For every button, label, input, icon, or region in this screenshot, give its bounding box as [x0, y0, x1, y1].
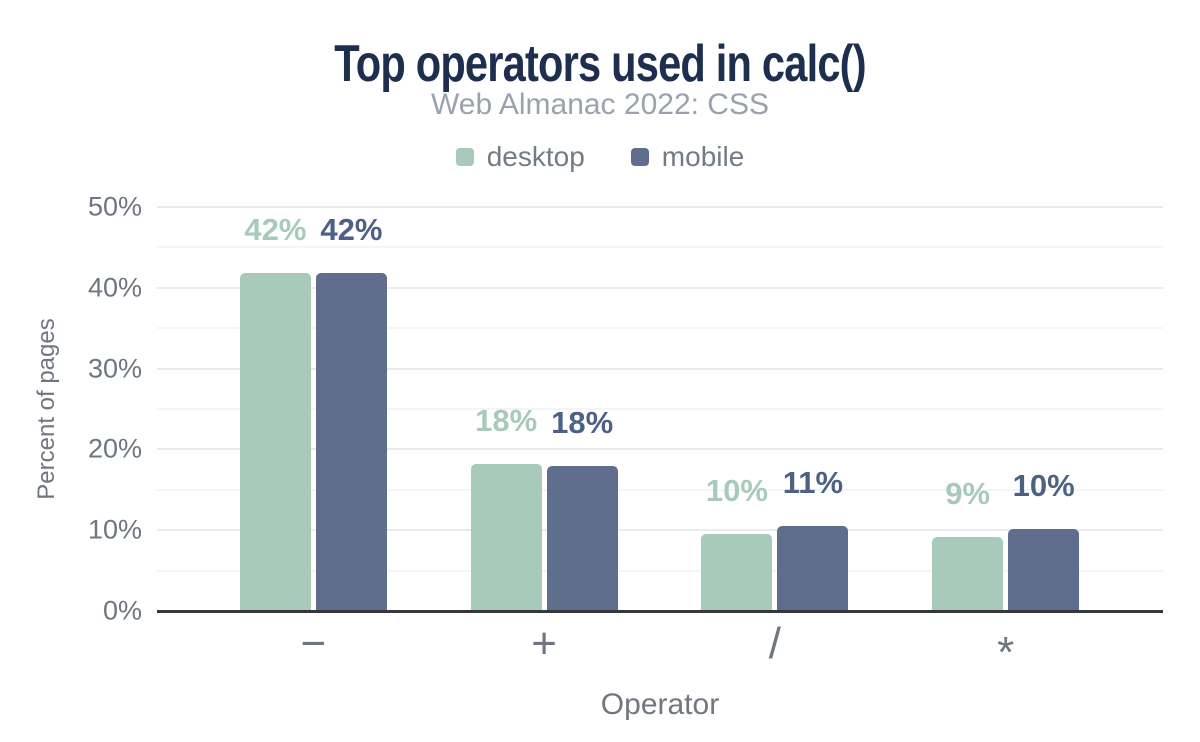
legend-swatch-icon-mobile	[630, 148, 649, 166]
legend-swatch-icon-desktop	[455, 148, 474, 166]
chart-subtitle: Web Almanac 2022: CSS	[431, 88, 769, 121]
x-axis-ticks: − + / *	[198, 619, 1121, 675]
gridline-20	[157, 448, 1163, 451]
bar-value-label-mobile-minus: 42%	[320, 212, 383, 248]
bar-desktop-divide: 10%	[701, 475, 773, 611]
x-tick-multiply: *	[997, 628, 1015, 677]
bar-value-label-mobile-plus: 18%	[551, 405, 614, 441]
bar-group-multiply: 9% 10%	[890, 207, 1121, 611]
y-tick-40: 40%	[87, 272, 142, 303]
gridline-35	[157, 327, 1163, 330]
gridline-15	[157, 488, 1163, 491]
y-tick-50: 50%	[87, 191, 142, 222]
bar-desktop-plus: 18%	[470, 405, 542, 611]
bar-mobile-divide: 11%	[777, 467, 849, 611]
gridline-45	[157, 246, 1163, 249]
bar-group-plus: 18% 18%	[429, 207, 660, 611]
legend-label-mobile: mobile	[661, 141, 745, 172]
y-axis-ticks: 0% 10% 20% 30% 40% 50%	[0, 193, 142, 624]
gridline-10	[157, 529, 1163, 532]
bars-container: 42% 42% 18% 18% 10% 11% 9% 10%	[198, 207, 1121, 611]
bar-value-label-mobile-multiply: 10%	[1012, 467, 1075, 503]
bar-desktop-multiply: 9%	[932, 478, 1004, 611]
bar-value-label-mobile-divide: 11%	[782, 465, 844, 501]
y-tick-0: 0%	[102, 595, 142, 626]
y-tick-10: 10%	[87, 514, 142, 545]
x-tick-minus: −	[300, 619, 327, 668]
y-tick-20: 20%	[87, 433, 142, 464]
bar-mobile-multiply: 10%	[1008, 470, 1080, 611]
x-tick-plus: +	[531, 619, 557, 668]
plot-area: 42% 42% 18% 18% 10% 11% 9% 10%	[157, 206, 1163, 613]
bar-mobile-minus: 42%	[315, 214, 387, 611]
gridline-40	[157, 286, 1163, 289]
bar-group-divide: 10% 11%	[660, 207, 891, 611]
gridline-30	[157, 367, 1163, 370]
chart-title: Top operators used in calc()	[334, 35, 866, 93]
bar-value-label-desktop-divide: 10%	[705, 473, 768, 509]
bar-desktop-minus: 42%	[239, 214, 311, 611]
y-tick-30: 30%	[87, 353, 142, 384]
bar-value-label-desktop-multiply: 9%	[945, 476, 991, 512]
legend-label-desktop: desktop	[486, 141, 585, 172]
bar-value-label-desktop-plus: 18%	[475, 402, 538, 438]
legend-item-desktop[interactable]: desktop	[455, 141, 585, 173]
gridline-50	[157, 206, 1163, 208]
legend: desktop mobile	[0, 141, 1200, 173]
x-axis-title: Operator	[600, 688, 720, 721]
legend-item-mobile[interactable]: mobile	[630, 141, 745, 173]
gridline-5	[157, 569, 1163, 572]
x-axis-line	[157, 610, 1163, 613]
gridline-25	[157, 408, 1163, 410]
bar-value-label-desktop-minus: 42%	[244, 212, 307, 248]
bar-group-minus: 42% 42%	[198, 207, 429, 611]
bar-mobile-plus: 18%	[546, 407, 618, 611]
x-tick-divide: /	[768, 619, 781, 668]
